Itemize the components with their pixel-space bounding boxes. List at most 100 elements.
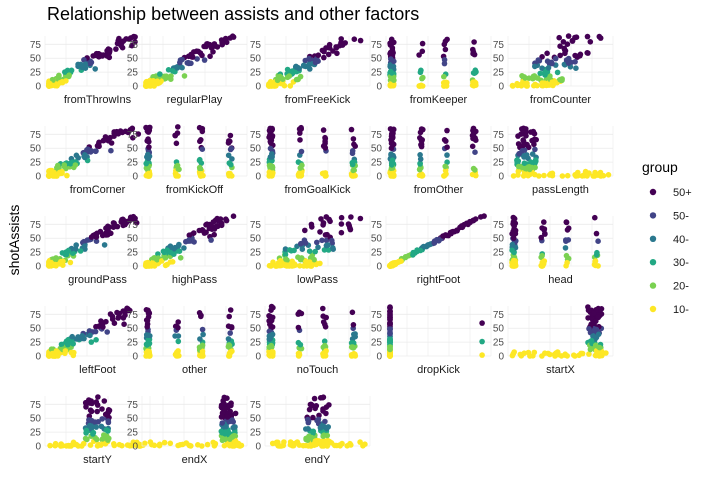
y-tick-label: 25: [493, 248, 505, 259]
data-point: [597, 35, 604, 41]
data-point: [387, 346, 393, 353]
data-point: [84, 147, 90, 153]
y-tick-label: 75: [250, 220, 262, 231]
legend-item: 50+: [649, 187, 692, 199]
data-point: [181, 73, 188, 79]
panel-fromFreeKick: 0 25 50 75 fromFreeKick: [250, 36, 371, 106]
y-tick-label: 0: [498, 172, 504, 183]
data-point: [235, 440, 242, 447]
data-point: [132, 34, 138, 40]
data-point: [268, 307, 274, 314]
data-point: [563, 57, 570, 63]
data-point: [294, 439, 301, 445]
data-point: [185, 53, 192, 60]
data-point: [52, 261, 59, 268]
facet-label: head: [548, 274, 572, 286]
data-point: [320, 408, 326, 414]
data-point: [531, 349, 538, 356]
data-point: [357, 439, 363, 445]
data-point: [90, 429, 97, 436]
facet-label: fromKickOff: [166, 184, 224, 196]
data-point: [196, 227, 203, 234]
y-tick-label: 50: [127, 324, 139, 335]
y-tick-label: 50: [127, 54, 139, 65]
y-tick-label: 0: [35, 82, 41, 93]
data-point: [322, 138, 328, 145]
legend-label: 50+: [673, 187, 692, 199]
y-tick-label: 75: [371, 130, 383, 141]
data-point: [278, 262, 285, 269]
data-point: [229, 156, 235, 162]
data-point: [388, 131, 395, 137]
data-point: [523, 153, 530, 160]
data-point: [350, 322, 357, 328]
y-tick-label: 0: [255, 262, 261, 273]
data-point: [591, 310, 597, 317]
data-point: [564, 172, 571, 179]
data-point: [554, 69, 561, 76]
data-point: [527, 353, 533, 359]
data-point: [473, 172, 479, 179]
data-point: [151, 261, 158, 268]
data-point: [128, 35, 134, 41]
legend-label: 40-: [673, 234, 689, 246]
data-point: [146, 144, 152, 150]
facet-label: other: [182, 364, 207, 376]
y-tick-label: 75: [127, 220, 139, 231]
data-point: [92, 419, 98, 425]
data-point: [542, 230, 548, 237]
data-point: [290, 442, 297, 449]
data-point: [523, 129, 529, 135]
y-tick-label: 50: [250, 144, 262, 155]
data-point: [387, 326, 393, 332]
data-point: [229, 417, 235, 423]
data-point: [318, 216, 324, 222]
facet-label: fromKeeper: [410, 94, 468, 106]
y-tick-label: 75: [30, 130, 42, 141]
facet-label: startY: [83, 454, 112, 466]
data-point: [280, 76, 286, 82]
facet-label: startX: [546, 364, 575, 376]
data-point: [563, 219, 570, 226]
data-point: [58, 258, 64, 265]
data-point: [219, 413, 225, 420]
data-point: [565, 33, 572, 39]
data-point: [82, 61, 89, 67]
panel-regularPlay: 0 25 50 75 regularPlay: [127, 33, 248, 106]
data-point: [417, 161, 423, 167]
y-axis-label: shotAssists: [6, 205, 22, 276]
data-point: [444, 127, 450, 134]
data-point: [564, 227, 571, 233]
data-point: [224, 414, 231, 420]
data-point: [553, 350, 559, 356]
data-point: [389, 70, 395, 76]
data-point: [94, 436, 100, 443]
data-point: [124, 305, 130, 312]
data-point: [111, 441, 117, 447]
data-point: [199, 326, 206, 333]
data-point: [573, 173, 579, 179]
facet-label: passLength: [532, 184, 589, 196]
data-point: [298, 148, 305, 155]
data-point: [269, 331, 276, 338]
data-point: [389, 162, 395, 168]
data-point: [305, 426, 311, 432]
data-point: [230, 213, 237, 219]
data-point: [88, 398, 94, 404]
data-point: [161, 249, 168, 256]
data-point: [548, 59, 555, 66]
data-point: [228, 145, 235, 152]
data-point: [323, 237, 330, 244]
data-point: [595, 238, 601, 244]
data-point: [324, 443, 331, 449]
y-tick-label: 0: [255, 82, 261, 93]
data-point: [175, 324, 181, 331]
data-point: [227, 307, 234, 313]
data-point: [564, 41, 571, 47]
data-point: [99, 416, 105, 422]
data-point: [530, 128, 537, 135]
data-point: [157, 71, 163, 77]
data-point: [219, 39, 225, 46]
data-point: [278, 80, 285, 87]
